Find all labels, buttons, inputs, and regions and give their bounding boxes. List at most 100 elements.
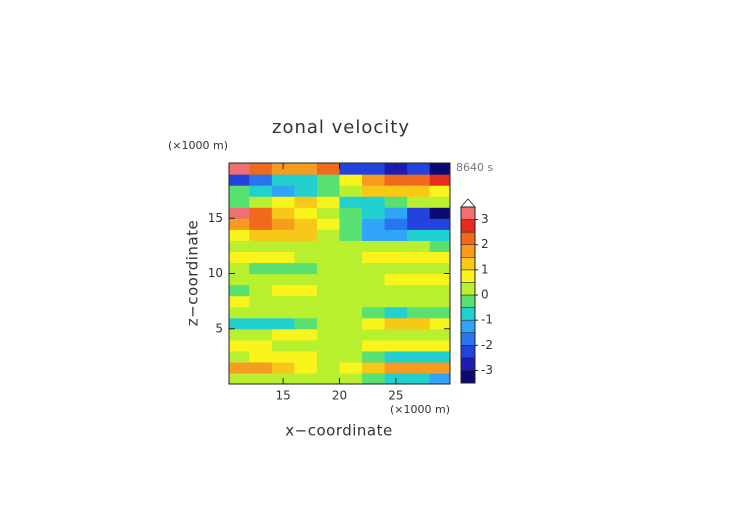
- contour-cell: [294, 218, 318, 230]
- contour-cell: [362, 207, 386, 219]
- contour-cell: [229, 273, 250, 286]
- contour-cell: [407, 372, 431, 384]
- contour-cell: [407, 196, 431, 208]
- x-unit-label: (×1000 m): [390, 403, 450, 416]
- contour-cell: [362, 163, 386, 175]
- contour-cell: [294, 229, 318, 241]
- contour-cell: [271, 207, 295, 219]
- contour-cell: [271, 317, 295, 330]
- contour-cell: [429, 196, 450, 208]
- contour-cell: [362, 339, 386, 352]
- contour-cell: [407, 350, 431, 363]
- contour-cell: [384, 306, 408, 319]
- contour-cell: [339, 284, 363, 297]
- contour-cell: [339, 240, 363, 252]
- colorbar-segment: [460, 319, 476, 333]
- x-tick-label: 20: [332, 389, 347, 403]
- contour-cell: [384, 196, 408, 208]
- contour-cell: [384, 251, 408, 264]
- contour-cell: [249, 262, 273, 275]
- contour-cell: [294, 317, 318, 330]
- contour-cell: [339, 339, 363, 352]
- contour-cell: [271, 350, 295, 363]
- contour-cell: [249, 240, 273, 252]
- contour-cell: [249, 273, 273, 286]
- contour-cell: [362, 273, 386, 286]
- colorbar-tick-label: -2: [481, 338, 493, 352]
- colorbar-tick-label: 0: [481, 288, 489, 302]
- y-tick-label: 5: [215, 321, 223, 335]
- contour-cell: [407, 229, 431, 241]
- contour-cell: [362, 262, 386, 275]
- colorbar-segment: [460, 282, 476, 296]
- x-tick-label: 15: [275, 389, 290, 403]
- y-unit-label: (×1000 m): [168, 139, 228, 152]
- contour-cell: [271, 284, 295, 297]
- contour-cell: [249, 196, 273, 208]
- contour-cell: [294, 185, 318, 197]
- contour-cell: [339, 174, 363, 186]
- contour-cell: [384, 284, 408, 297]
- contour-cell: [429, 218, 450, 230]
- contour-cell: [249, 207, 273, 219]
- contour-cell: [339, 372, 363, 384]
- contour-cell: [429, 174, 450, 186]
- contour-cell: [429, 317, 450, 330]
- contour-cell: [362, 306, 386, 319]
- contour-cell: [294, 350, 318, 363]
- contour-cell: [339, 251, 363, 264]
- contour-cell: [316, 174, 341, 186]
- contour-cell: [294, 240, 318, 252]
- colorbar-segment: [460, 244, 476, 258]
- contour-cell: [316, 218, 341, 230]
- contour-cell: [429, 185, 450, 197]
- y-tick-label: 15: [208, 211, 223, 225]
- contour-cell: [294, 372, 318, 384]
- contour-cell: [384, 207, 408, 219]
- contour-cell: [229, 174, 250, 186]
- contour-field: [229, 163, 450, 384]
- contour-cell: [362, 185, 386, 197]
- contour-cell: [229, 251, 250, 264]
- contour-cell: [316, 240, 341, 252]
- contour-cell: [384, 328, 408, 341]
- contour-cell: [294, 163, 318, 175]
- colorbar-segment: [460, 269, 476, 283]
- contour-cell: [362, 229, 386, 241]
- contour-cell: [339, 317, 363, 330]
- contour-cell: [294, 295, 318, 308]
- contour-cell: [229, 350, 250, 363]
- contour-cell: [249, 339, 273, 352]
- contour-cell: [316, 317, 341, 330]
- contour-cell: [429, 361, 450, 374]
- colorbar-segment: [460, 370, 476, 384]
- contour-cell: [271, 218, 295, 230]
- contour-cell: [249, 361, 273, 374]
- contour-cell: [249, 229, 273, 241]
- contour-cell: [429, 240, 450, 252]
- contour-cell: [384, 361, 408, 374]
- contour-cell: [429, 251, 450, 264]
- contour-cell: [316, 229, 341, 241]
- contour-cell: [271, 273, 295, 286]
- contour-cell: [407, 163, 431, 175]
- contour-cell: [271, 306, 295, 319]
- colorbar-tick-label: -1: [481, 313, 493, 327]
- contour-cell: [229, 284, 250, 297]
- colorbar-segment: [460, 357, 476, 371]
- contour-cell: [339, 185, 363, 197]
- contour-cell: [407, 240, 431, 252]
- contour-cell: [316, 306, 341, 319]
- contour-cell: [339, 361, 363, 374]
- contour-cell: [362, 218, 386, 230]
- contour-cell: [429, 328, 450, 341]
- contour-cell: [339, 262, 363, 275]
- contour-cell: [249, 372, 273, 384]
- contour-cell: [384, 273, 408, 286]
- contour-cell: [316, 339, 341, 352]
- contour-cell: [294, 339, 318, 352]
- contour-cell: [362, 174, 386, 186]
- contour-cell: [229, 339, 250, 352]
- contour-cell: [339, 196, 363, 208]
